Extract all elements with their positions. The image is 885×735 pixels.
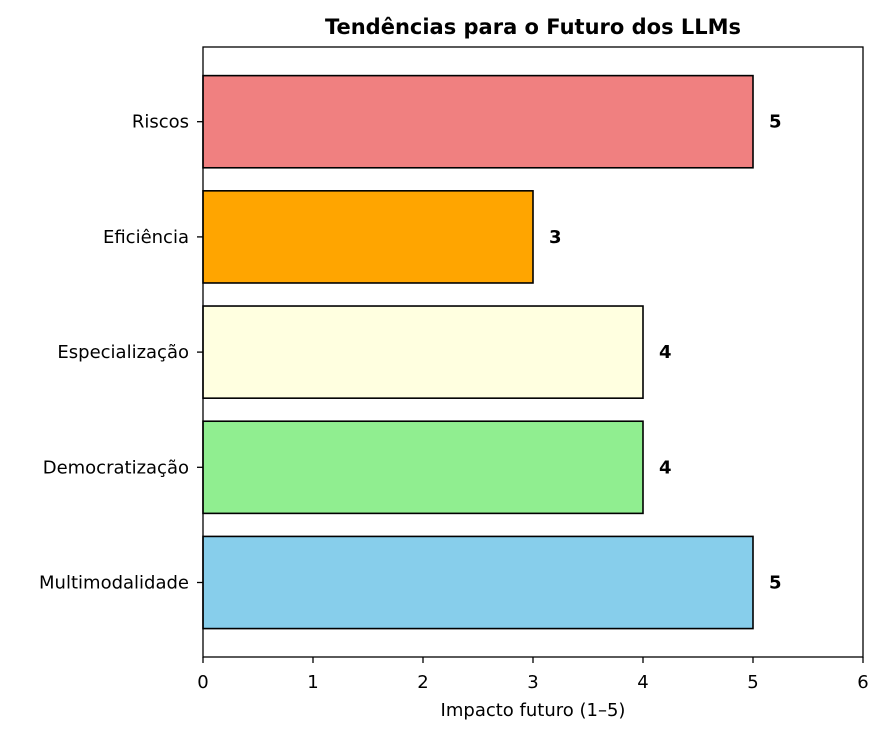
- chart-title: Tendências para o Futuro dos LLMs: [325, 15, 741, 39]
- y-axis: Multimodalidade Democratização Especializa…: [39, 112, 203, 594]
- bar-multimodalidade: [202, 535, 754, 630]
- y-tick-label-especializacao: Especialização: [57, 342, 189, 363]
- x-tick-label: 3: [527, 672, 538, 693]
- x-tick-label: 5: [747, 672, 758, 693]
- x-axis: 0 1 2 3 4 5 6: [197, 657, 869, 693]
- x-axis-label: Impacto futuro (1–5): [441, 700, 626, 721]
- y-tick-label-multimodalidade: Multimodalidade: [39, 573, 189, 594]
- y-tick-label-democratizacao: Democratização: [43, 457, 189, 478]
- x-tick-label: 4: [637, 672, 648, 693]
- bar-riscos: [202, 74, 754, 169]
- data-label-eficiencia: 3: [549, 227, 562, 248]
- data-label-multimodalidade: 5: [769, 573, 782, 594]
- data-label-democratizacao: 4: [659, 457, 672, 478]
- y-tick-label-eficiencia: Eficiência: [103, 227, 189, 248]
- x-tick-label: 6: [857, 672, 868, 693]
- bars-group: 5 4 4 3 5: [202, 74, 782, 630]
- data-label-riscos: 5: [769, 112, 782, 133]
- x-tick-label: 2: [417, 672, 428, 693]
- bar-democratizacao: [202, 420, 644, 515]
- y-tick-label-riscos: Riscos: [132, 112, 189, 133]
- x-tick-label: 1: [307, 672, 318, 693]
- x-tick-label: 0: [197, 672, 208, 693]
- bar-eficiencia: [202, 190, 534, 284]
- bar-especializacao: [202, 305, 644, 399]
- data-label-especializacao: 4: [659, 342, 672, 363]
